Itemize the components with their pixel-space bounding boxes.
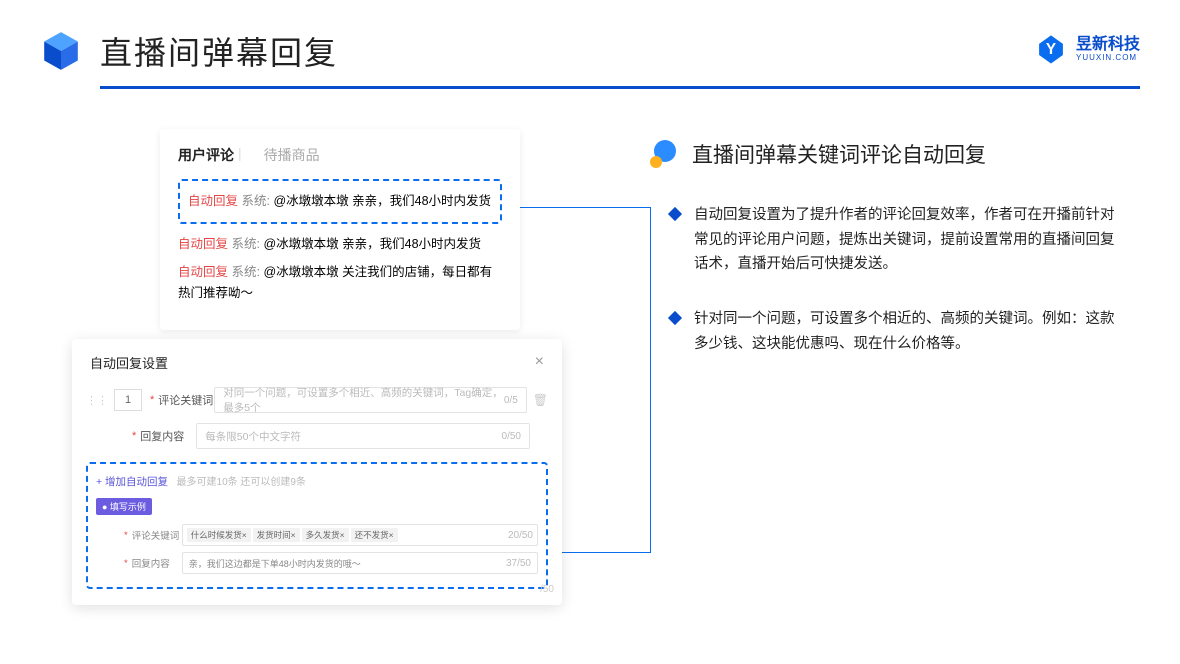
connector-line: [558, 552, 651, 553]
comment-item: 自动回复 系统: @冰墩墩本墩 关注我们的店铺，每日都有热门推荐呦～: [178, 262, 502, 305]
stray-counter: /50: [540, 584, 554, 595]
content-label: 回复内容: [140, 428, 196, 444]
close-icon[interactable]: ×: [535, 353, 544, 372]
keyword-chip: 什么时候发货×: [187, 528, 251, 542]
drag-icon[interactable]: ⋮⋮: [86, 394, 108, 407]
bullet-text: 自动回复设置为了提升作者的评论回复效率，作者可在开播前针对常见的评论用户问题，提…: [694, 203, 1120, 277]
bullet-icon: [668, 207, 682, 221]
connector-line: [520, 207, 650, 208]
bullet-icon: [668, 311, 682, 325]
content-input[interactable]: 每条限50个中文字符 0/50: [196, 423, 530, 449]
example-tag: ● 填写示例: [96, 498, 152, 515]
connector-line: [650, 207, 651, 552]
settings-title: 自动回复设置: [90, 353, 168, 372]
comments-panel: 用户评论 | 待播商品 自动回复 系统: @冰墩墩本墩 亲亲，我们48小时内发货…: [160, 129, 520, 330]
page-title: 直播间弹幕回复: [100, 28, 338, 74]
keyword-label: 评论关键词: [158, 392, 214, 408]
tab-products[interactable]: 待播商品: [264, 145, 320, 165]
delete-icon[interactable]: 🗑: [533, 393, 548, 407]
index-box: 1: [114, 389, 142, 411]
svg-text:Y: Y: [1046, 41, 1056, 58]
bullet-text: 针对同一个问题，可设置多个相近的、高频的关键词。例如：这款多少钱、这块能优惠吗、…: [694, 307, 1120, 356]
add-reply-link[interactable]: + 增加自动回复: [96, 474, 168, 489]
settings-panel: 自动回复设置 × ⋮⋮ 1 * 评论关键词 对同一个问题，可设置多个相近、高频的…: [72, 339, 562, 605]
example-content: 亲，我们这边都是下单48小时内发货的哦～ 37/50: [182, 552, 538, 574]
example-area: + 增加自动回复 最多可建10条 还可以创建9条 ● 填写示例 * 评论关键词 …: [86, 462, 548, 589]
keyword-chip: 还不发货×: [351, 528, 398, 542]
example-keyword-chips: 什么时候发货×发货时间×多久发货×还不发货× 20/50: [182, 524, 538, 546]
brand-logo: Y 昱新科技 YUUXIN.COM: [1034, 32, 1140, 66]
comment-item: 自动回复 系统: @冰墩墩本墩 亲亲，我们48小时内发货: [188, 191, 492, 212]
cube-icon: [40, 30, 82, 72]
brand-name-en: YUUXIN.COM: [1076, 53, 1140, 62]
keyword-input[interactable]: 对同一个问题，可设置多个相近、高频的关键词，Tag确定，最多5个 0/5: [214, 387, 526, 413]
comment-item: 自动回复 系统: @冰墩墩本墩 亲亲，我们48小时内发货: [178, 234, 502, 255]
brand-name-cn: 昱新科技: [1076, 37, 1140, 53]
tab-user-comments[interactable]: 用户评论: [178, 145, 234, 165]
section-title: 直播间弹幕关键词评论自动回复: [692, 139, 986, 169]
add-reply-hint: 最多可建10条 还可以创建9条: [177, 477, 306, 488]
highlighted-comment: 自动回复 系统: @冰墩墩本墩 亲亲，我们48小时内发货: [178, 179, 502, 224]
keyword-chip: 多久发货×: [302, 528, 349, 542]
bubble-icon: [650, 140, 678, 168]
keyword-chip: 发货时间×: [253, 528, 300, 542]
